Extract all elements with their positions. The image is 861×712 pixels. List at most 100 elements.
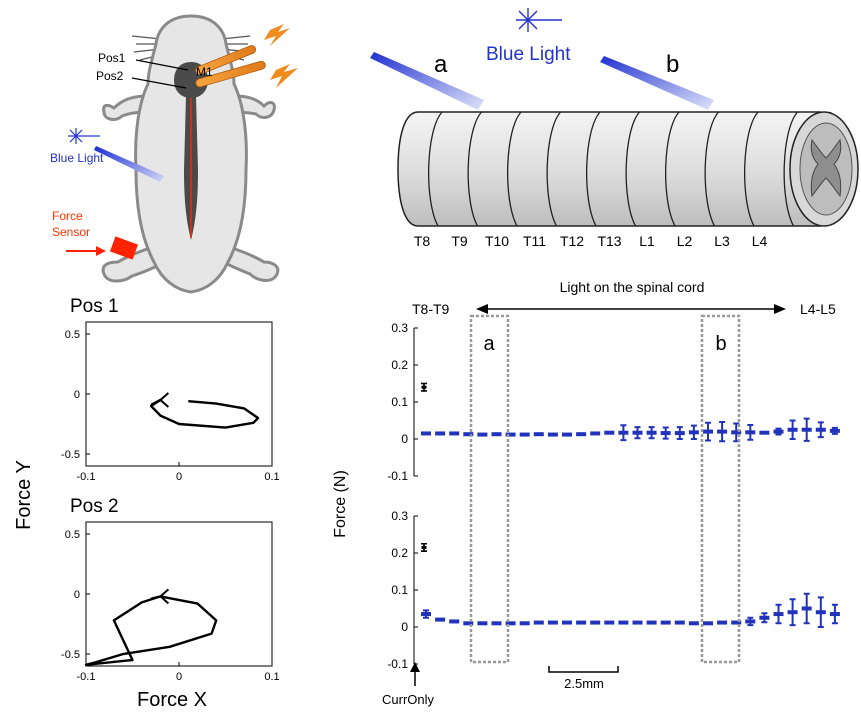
y-tick-label: 0.2 [391, 358, 408, 372]
trajectory-line [84, 595, 218, 666]
data-point [759, 430, 770, 435]
curronly-arrowhead [410, 662, 420, 672]
y-tick-label: 0 [74, 389, 80, 401]
y-tick-label: 0.1 [391, 395, 408, 409]
data-point [463, 432, 474, 437]
data-point [646, 620, 657, 625]
curronly-point [421, 545, 427, 549]
x-tick-label: -0.1 [77, 671, 96, 683]
y-tick-label: -0.1 [387, 657, 408, 671]
y-tick-label: 0 [401, 620, 408, 634]
data-point [632, 620, 643, 625]
data-point [703, 429, 713, 434]
segment-label: L4 [752, 233, 768, 249]
force-sensor-arrowhead [96, 246, 106, 256]
m1-label: M1 [196, 65, 213, 79]
data-point [547, 432, 558, 437]
pos1-plot-title: Pos 1 [70, 296, 119, 317]
light-range-right-label: L4-L5 [800, 301, 836, 317]
pos1-pointer [135, 59, 189, 71]
x-tick-label: 0.1 [264, 671, 279, 683]
spinal-position-b-label: b [666, 51, 679, 78]
data-point [449, 619, 460, 624]
data-point [717, 620, 728, 625]
segment-label: T8 [414, 233, 431, 249]
data-point [449, 431, 460, 436]
force-y-axis-label: Force Y [13, 460, 35, 530]
trajectory-arrowhead [158, 588, 170, 605]
data-point [491, 432, 502, 437]
mouse-left-forepaw [102, 94, 154, 121]
force-sensor [109, 236, 139, 260]
data-point [731, 430, 742, 435]
stimulation-bolt-1-icon [264, 24, 290, 46]
light-range-left-label: T8-T9 [412, 301, 450, 317]
highlight-box-a [469, 314, 510, 664]
scale-bar-label: 2.5mm [564, 676, 604, 691]
plot-frame [85, 321, 273, 467]
segment-boundary [744, 111, 759, 227]
data-point [731, 620, 742, 625]
highlight-box-a-label: a [483, 333, 495, 355]
spinal-cord-diagram: Blue Light a b T8 T9 T10 T11 T12 T13 L1 L2 L3 L4 [370, 8, 859, 249]
light-range-label: Light on the spinal cord [560, 279, 705, 295]
data-point [618, 430, 629, 435]
data-point [576, 432, 587, 437]
x-tick-label: -0.1 [77, 471, 96, 483]
data-point [505, 432, 516, 437]
y-tick-label: 0.3 [391, 509, 408, 523]
data-point [787, 610, 798, 615]
spinal-grey-matter [810, 138, 842, 198]
force-sensor-label-line1: Force [52, 209, 83, 223]
data-point [632, 430, 643, 435]
pos2-plot-title: Pos 2 [70, 496, 119, 517]
spinal-blue-light-label: Blue Light [486, 44, 571, 65]
segment-boundary [546, 111, 561, 227]
data-point [562, 620, 572, 625]
mouse-blue-light-icon [68, 128, 100, 144]
data-point [604, 430, 615, 435]
data-point [815, 610, 826, 615]
segment-boundary [428, 111, 443, 227]
y-tick-label: 0.3 [391, 321, 408, 335]
data-point [604, 620, 615, 625]
y-tick-label: 0.5 [65, 529, 80, 541]
beam-position-b [600, 56, 714, 110]
data-point [646, 430, 657, 435]
data-point [435, 617, 446, 622]
data-point [547, 620, 558, 625]
force-panel: Light on the spinal cord T8-T9 L4-L5 0.3… [332, 279, 840, 707]
data-point [618, 620, 629, 625]
data-point [590, 620, 601, 625]
segment-boundary [625, 111, 640, 227]
data-point [674, 431, 685, 436]
data-point [688, 621, 699, 626]
mouse-left-hindpaw [101, 246, 163, 283]
data-point [829, 612, 840, 617]
force-plot-top: 0.3 0.2 0.1 0 -0.1 [387, 321, 840, 483]
data-point [759, 615, 770, 620]
y-tick-label: 0 [401, 432, 408, 446]
pos1-label: Pos1 [98, 51, 126, 65]
spinal-position-a-label: a [434, 51, 448, 78]
y-tick-label: -0.5 [61, 649, 80, 661]
data-point [533, 432, 544, 437]
scale-bar [548, 666, 619, 673]
data-point [717, 429, 728, 434]
data-point [801, 427, 812, 432]
y-tick-label: 0.1 [391, 583, 408, 597]
pos2-label: Pos2 [96, 69, 124, 83]
x-tick-label: 0.1 [264, 471, 279, 483]
data-point [773, 429, 784, 434]
segment-label: T9 [451, 233, 468, 249]
curronly-point [421, 385, 427, 389]
data-point [745, 619, 756, 624]
data-point [435, 431, 446, 436]
data-point [590, 431, 601, 436]
light-range-arrowhead-left [476, 304, 488, 314]
data-point [660, 620, 671, 625]
segment-label: T13 [597, 233, 621, 249]
data-point [674, 620, 685, 625]
segment-boundary [704, 111, 719, 227]
